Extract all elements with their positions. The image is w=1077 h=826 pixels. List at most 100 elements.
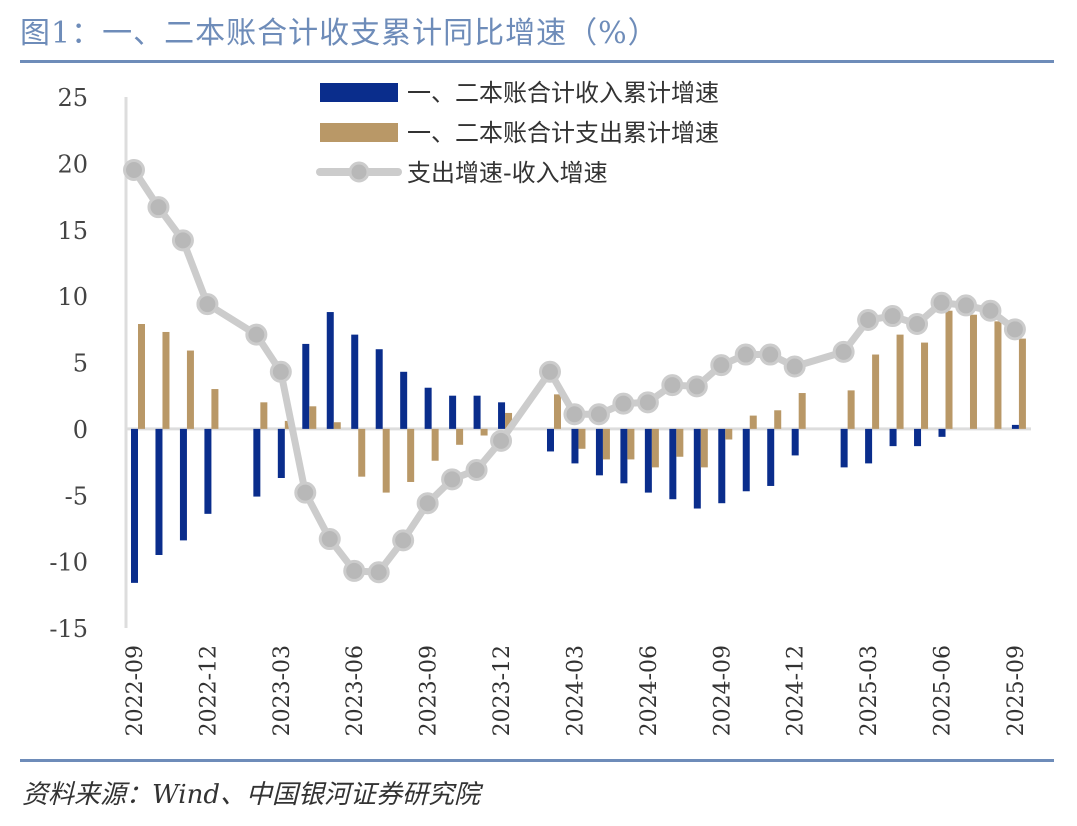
- income-bar: [938, 428, 946, 437]
- y-tick-label: -15: [49, 615, 88, 643]
- diff-line-path: [131, 168, 1018, 576]
- income-bar: [326, 312, 334, 429]
- bars: [131, 310, 1026, 583]
- expense-bar: [407, 428, 415, 482]
- income-bar: [449, 395, 457, 429]
- diff-line-series: [123, 159, 1026, 584]
- expense-bar: [358, 428, 366, 477]
- income-bar: [718, 428, 726, 504]
- diff-line-point: [906, 313, 929, 336]
- income-bar: [595, 428, 603, 476]
- diff-line-point: [1003, 318, 1026, 341]
- income-bar: [424, 387, 432, 429]
- income-bar: [131, 428, 138, 583]
- source-note: 资料来源：Wind、中国银河证券研究院: [22, 780, 480, 810]
- income-bar: [302, 343, 310, 429]
- diff-line-point: [759, 343, 782, 366]
- diff-line-point: [245, 323, 268, 346]
- expense-bar: [162, 331, 170, 429]
- diff-line-point: [587, 403, 610, 426]
- income-bar: [742, 428, 750, 492]
- diff-line-point: [954, 294, 977, 317]
- diff-line-point: [318, 528, 341, 551]
- income-bar: [179, 428, 187, 541]
- x-tick-label: 2024-06: [637, 645, 662, 736]
- income-bar: [767, 428, 775, 486]
- legend-label-diff: 支出增速-收入增速: [407, 159, 608, 187]
- title-rule: [20, 60, 1054, 63]
- x-tick-label: 2022-09: [123, 645, 148, 736]
- expense-bar: [651, 428, 659, 468]
- income-bar: [620, 428, 628, 484]
- diff-line-point: [294, 481, 317, 504]
- source-rule: [20, 759, 1054, 762]
- income-bar: [204, 428, 212, 514]
- diff-line-point: [636, 391, 659, 414]
- expense-bar: [480, 428, 488, 436]
- y-tick-label: -5: [65, 482, 88, 510]
- y-tick-label: 0: [73, 416, 88, 444]
- diff-line-point: [979, 299, 1002, 322]
- diff-line-point: [196, 293, 219, 316]
- expense-bar: [186, 350, 194, 429]
- expense-bar: [700, 428, 708, 468]
- expense-bar: [969, 314, 977, 429]
- x-tick-label: 2023-09: [417, 645, 442, 736]
- expense-bar: [749, 415, 757, 429]
- expense-bar: [676, 428, 684, 457]
- diff-line-point: [661, 374, 684, 397]
- expense-bar: [382, 428, 390, 493]
- income-bar: [693, 428, 701, 509]
- expense-bar: [872, 354, 880, 429]
- diff-line-point: [490, 429, 513, 452]
- income-bar: [253, 428, 261, 497]
- diff-line-point: [147, 196, 170, 219]
- diff-line-point: [563, 403, 586, 426]
- legend-label-expense: 一、二本账合计支出累计增速: [407, 119, 719, 147]
- diff-line-point: [465, 459, 488, 482]
- income-bar: [473, 395, 481, 429]
- y-tick-label: 20: [57, 150, 88, 178]
- expense-bar: [260, 402, 268, 429]
- income-bar: [155, 428, 163, 555]
- income-bar: [277, 428, 285, 478]
- diff-line-point: [269, 360, 292, 383]
- diff-line-point: [881, 305, 904, 328]
- diff-line-point: [685, 375, 708, 398]
- expense-bar: [1018, 338, 1026, 429]
- x-tick-label: 2022-12: [196, 645, 221, 736]
- diff-line-point: [538, 360, 561, 383]
- expense-bar: [774, 410, 782, 429]
- income-bar: [914, 428, 922, 447]
- expense-bar: [431, 428, 439, 461]
- x-tick-label: 2025-06: [931, 645, 956, 736]
- legend-label-income: 一、二本账合计收入累计增速: [407, 79, 719, 107]
- y-tick-label: 15: [57, 217, 88, 245]
- x-tick-label: 2024-12: [784, 645, 809, 736]
- y-tick-label: 25: [57, 84, 88, 112]
- expense-bar: [921, 342, 929, 429]
- x-tick-label: 2023-06: [343, 645, 368, 736]
- expense-bar: [505, 412, 513, 429]
- income-bar: [889, 428, 897, 447]
- diff-line-point: [783, 355, 806, 378]
- expense-bar: [725, 428, 733, 440]
- expense-bar: [333, 422, 341, 429]
- expense-bar: [553, 394, 561, 429]
- diff-line-point: [710, 354, 733, 377]
- diff-line-point: [930, 291, 953, 314]
- income-bar: [400, 371, 408, 429]
- legend-swatch-expense: [320, 123, 398, 142]
- y-tick-label: 10: [57, 283, 88, 311]
- expense-bar: [578, 428, 586, 449]
- x-tick-label: 2025-03: [857, 645, 882, 736]
- diff-line-point: [343, 559, 366, 582]
- diff-line-point: [367, 561, 390, 584]
- expense-bar: [211, 389, 219, 429]
- income-bar: [1011, 424, 1019, 429]
- axes: 25 20 15 10 5 0 -5 -10 -15 2022-09 2022-12 2023-03 2…: [49, 84, 1031, 736]
- legend: 一、二本账合计收入累计增速 一、二本账合计支出累计增速 支出增速-收入增速: [316, 79, 719, 187]
- income-bar: [791, 428, 799, 456]
- x-tick-label: 2024-09: [710, 645, 735, 736]
